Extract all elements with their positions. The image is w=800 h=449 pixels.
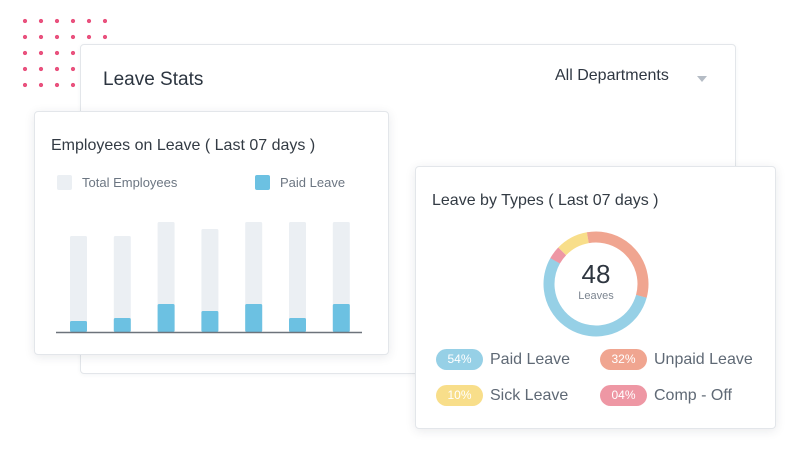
- paid-leave-bar: [332, 304, 350, 332]
- unpaid-leave-label: Unpaid Leave: [654, 350, 753, 368]
- leave-type-sick: 10% Sick Leave: [436, 385, 568, 406]
- leave-stats-title: Leave Stats: [103, 69, 204, 90]
- total-employees-bar: [113, 236, 131, 332]
- total-employees-bar: [289, 222, 306, 332]
- comp-off-percent-badge: 04%: [600, 385, 647, 406]
- legend-total-label: Total Employees: [82, 175, 178, 190]
- donut-slice-paid-leave: [543, 231, 649, 337]
- employees-on-leave-card: Employees on Leave ( Last 07 days ) Tota…: [34, 111, 389, 355]
- paid-leave-bar: [113, 318, 131, 332]
- paid-leave-bar: [201, 311, 219, 332]
- paid-leave-label: Paid Leave: [490, 350, 571, 368]
- paid-leave-bar: [70, 321, 87, 332]
- unpaid-percent-badge: 32%: [600, 349, 647, 370]
- legend-paid-label: Paid Leave: [280, 175, 346, 190]
- paid-leave-bar: [289, 318, 306, 332]
- paid-leave-bar: [157, 304, 175, 332]
- comp-off-label: Comp - Off: [654, 386, 732, 404]
- total-employees-bar: [201, 229, 219, 332]
- leave-by-types-title: Leave by Types ( Last 07 days ): [432, 192, 659, 209]
- leave-type-paid: 54% Paid Leave: [436, 349, 570, 370]
- paid-leave-bar: [245, 304, 263, 332]
- donut-center: 48 Leaves: [546, 259, 646, 303]
- employees-bar-chart: [56, 222, 362, 334]
- chevron-down-icon[interactable]: [697, 76, 707, 82]
- leave-types-donut-chart: [543, 231, 649, 337]
- total-leaves-label: Leaves: [578, 290, 614, 302]
- employees-on-leave-title: Employees on Leave ( Last 07 days ): [51, 137, 316, 154]
- leave-type-comp-off: 04% Comp - Off: [600, 385, 732, 406]
- sick-leave-label: Sick Leave: [490, 386, 569, 404]
- leave-type-unpaid: 32% Unpaid Leave: [600, 349, 753, 370]
- donut-slice-unpaid-leave: [543, 231, 649, 337]
- total-leaves-count: 48: [581, 259, 611, 289]
- legend-swatch-total: [57, 175, 72, 190]
- legend-paid-leave: Paid Leave: [255, 175, 345, 190]
- paid-percent-badge: 54%: [436, 349, 483, 370]
- leave-by-types-card: Leave by Types ( Last 07 days ) 48 Leave…: [415, 166, 776, 429]
- total-employees-bar: [70, 236, 87, 332]
- sick-percent-badge: 10%: [436, 385, 483, 406]
- department-dropdown[interactable]: All Departments: [555, 67, 669, 84]
- legend-total-employees: Total Employees: [57, 175, 177, 190]
- legend-swatch-paid: [255, 175, 270, 190]
- donut-slice-sick-leave: [543, 231, 649, 337]
